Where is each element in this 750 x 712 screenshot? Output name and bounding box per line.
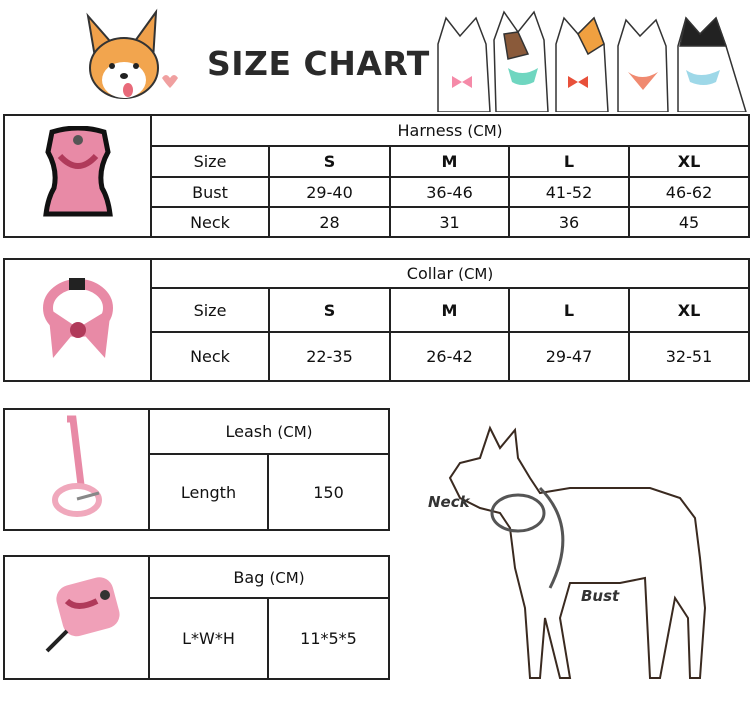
collar-unit: (CM) — [458, 265, 494, 283]
cell: 32-51 — [627, 331, 750, 382]
collar-image — [42, 278, 113, 358]
size-l: L — [508, 287, 630, 333]
bag-size-table: Bag (CM) L*W*H 11*5*5 — [3, 555, 390, 680]
leash-title: Leash — [225, 422, 273, 441]
bag-unit: (CM) — [269, 568, 305, 587]
cell: 29-40 — [268, 176, 391, 208]
leash-header: Leash (CM) — [147, 408, 391, 455]
harness-title: Harness — [397, 121, 463, 140]
cats-illustration — [437, 10, 747, 112]
bag-dimension-value: 11*5*5 — [267, 597, 390, 680]
harness-size-table: Harness (CM) Size S M L XL Bust 29-40 36… — [3, 114, 750, 238]
bag-product-image — [3, 555, 150, 680]
leash-length-label: Length — [148, 453, 269, 531]
size-m: M — [389, 287, 510, 333]
bag-image — [45, 576, 120, 652]
cell: 29-47 — [508, 331, 630, 382]
cell: 26-42 — [389, 331, 510, 382]
row-label: Size — [150, 287, 270, 333]
corgi-illustration — [86, 8, 178, 99]
leash-image — [51, 415, 102, 517]
row-label: Size — [150, 145, 270, 178]
harness-unit: (CM) — [467, 122, 503, 140]
cell: 36-46 — [389, 176, 510, 208]
size-l: L — [508, 145, 630, 178]
size-xl: XL — [627, 287, 750, 333]
cell: 45 — [627, 206, 750, 238]
page-title: SIZE CHART — [207, 44, 430, 83]
collar-size-table: Collar (CM) Size S M L XL Neck 22-35 26-… — [3, 258, 750, 382]
cell: 46-62 — [627, 176, 750, 208]
row-label: Neck — [150, 331, 270, 382]
harness-product-image — [3, 114, 152, 238]
harness-header: Harness (CM) — [149, 114, 750, 147]
bag-dimension-label: L*W*H — [148, 597, 269, 680]
cell: 31 — [389, 206, 510, 238]
dog-measurement-diagram — [448, 425, 707, 679]
leash-product-image — [3, 408, 150, 531]
leash-size-table: Leash (CM) Length 150 — [3, 408, 391, 531]
leash-unit: (CM) — [277, 423, 313, 441]
cell: 36 — [508, 206, 630, 238]
bust-label: Bust — [581, 587, 620, 605]
row-label: Neck — [150, 206, 270, 238]
neck-label: Neck — [428, 493, 470, 511]
cell: 22-35 — [268, 331, 391, 382]
size-xl: XL — [627, 145, 750, 178]
row-label: Bust — [150, 176, 270, 208]
size-s: S — [268, 287, 391, 333]
collar-title: Collar — [406, 264, 454, 283]
collar-product-image — [3, 258, 152, 382]
cell: 28 — [268, 206, 391, 238]
leash-length-value: 150 — [266, 453, 391, 531]
bag-title: Bag — [233, 567, 265, 587]
size-m: M — [389, 145, 510, 178]
collar-header: Collar (CM) — [149, 258, 750, 289]
harness-image — [42, 125, 113, 217]
bag-header: Bag (CM) — [148, 555, 390, 599]
cell: 41-52 — [508, 176, 630, 208]
size-s: S — [268, 145, 391, 178]
